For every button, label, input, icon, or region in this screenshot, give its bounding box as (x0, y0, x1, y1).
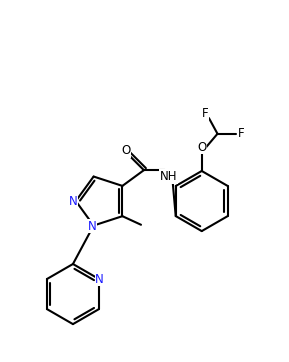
Text: O: O (121, 144, 130, 157)
Text: N: N (68, 194, 77, 207)
Text: F: F (238, 127, 244, 140)
Text: O: O (197, 141, 206, 154)
Text: NH: NH (160, 170, 177, 183)
Text: N: N (88, 220, 97, 233)
Text: N: N (95, 273, 104, 286)
Text: F: F (202, 107, 209, 120)
